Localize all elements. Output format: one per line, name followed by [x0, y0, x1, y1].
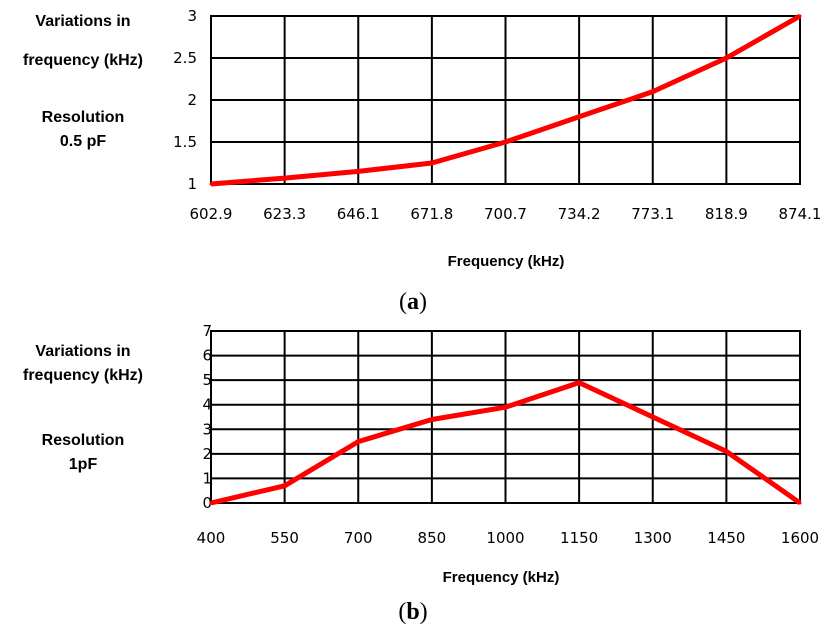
- x-tick-label: 773.1: [631, 205, 674, 223]
- y-axis-label: frequency (kHz): [23, 52, 143, 69]
- x-axis-title: Frequency (kHz): [443, 569, 560, 586]
- data-point: [283, 176, 287, 180]
- x-tick-label: 850: [418, 529, 447, 547]
- y-tick-label: 3: [187, 7, 197, 25]
- resolution-annotation: Resolution: [42, 432, 125, 449]
- x-axis-title: Frequency (kHz): [448, 253, 565, 270]
- y-axis-label: Variations in: [35, 343, 130, 360]
- data-point: [651, 415, 655, 419]
- y-tick-label: 0: [202, 494, 212, 512]
- x-tick-label: 602.9: [190, 205, 233, 223]
- data-point: [577, 381, 581, 385]
- plot-frame: [210, 15, 801, 185]
- data-point: [724, 56, 728, 60]
- resolution-annotation: Resolution: [42, 109, 125, 126]
- data-point: [724, 449, 728, 453]
- x-tick-label: 818.9: [705, 205, 748, 223]
- y-axis-label: frequency (kHz): [23, 367, 143, 384]
- data-point: [356, 169, 360, 173]
- x-tick-label: 646.1: [337, 205, 380, 223]
- data-point: [356, 440, 360, 444]
- x-tick-label: 1300: [634, 529, 672, 547]
- y-tick-label: 5: [202, 371, 212, 389]
- y-tick-label: 6: [202, 347, 212, 365]
- y-tick-label: 3: [202, 420, 212, 438]
- y-tick-label: 1: [202, 469, 212, 487]
- data-point: [430, 161, 434, 165]
- data-point: [798, 14, 802, 18]
- y-axis-label: Variations in: [35, 13, 130, 30]
- data-point: [504, 140, 507, 144]
- x-tick-label: 623.3: [263, 205, 306, 223]
- x-tick-label: 700: [344, 529, 373, 547]
- resolution-annotation: 1pF: [69, 456, 98, 473]
- x-tick-label: 1600: [781, 529, 819, 547]
- data-point: [209, 501, 213, 505]
- chart-b: 0 1 2 3 4 5 6 7 400 550 700 850 1000 1150 1300 1450 1600…: [23, 322, 819, 625]
- data-point: [798, 501, 802, 505]
- plot-frame: [210, 330, 801, 504]
- y-tick-label: 2.5: [173, 49, 197, 67]
- chart-a: 1 1.5 2 2.5 3 602.9 623.3 646.1 671.8 700.7 734.2 7…: [23, 7, 821, 315]
- x-tick-label: 1450: [707, 529, 745, 547]
- x-tick-label: 1000: [486, 529, 524, 547]
- panel-caption: (b): [398, 599, 427, 625]
- x-tick-label: 874.1: [779, 205, 822, 223]
- data-point: [651, 90, 655, 94]
- data-point: [577, 115, 581, 119]
- y-tick-label: 2: [202, 445, 212, 463]
- x-tick-label: 550: [270, 529, 299, 547]
- y-tick-label: 2: [187, 91, 197, 109]
- data-point: [430, 417, 434, 421]
- panel-caption: (a): [399, 289, 427, 315]
- y-tick-label: 4: [202, 396, 212, 414]
- data-point: [504, 405, 507, 409]
- panel-letter: b: [406, 599, 419, 625]
- y-tick-label: 1.5: [173, 133, 197, 151]
- resolution-annotation: 0.5 pF: [60, 133, 106, 150]
- y-tick-label: 1: [187, 175, 197, 193]
- x-tick-label: 1150: [560, 529, 598, 547]
- data-point: [209, 182, 213, 186]
- x-tick-label: 734.2: [558, 205, 601, 223]
- x-tick-label: 700.7: [484, 205, 527, 223]
- y-tick-label: 7: [202, 322, 212, 340]
- x-tick-label: 671.8: [410, 205, 453, 223]
- data-point: [283, 484, 287, 488]
- x-tick-label: 400: [197, 529, 226, 547]
- panel-letter: a: [407, 289, 419, 315]
